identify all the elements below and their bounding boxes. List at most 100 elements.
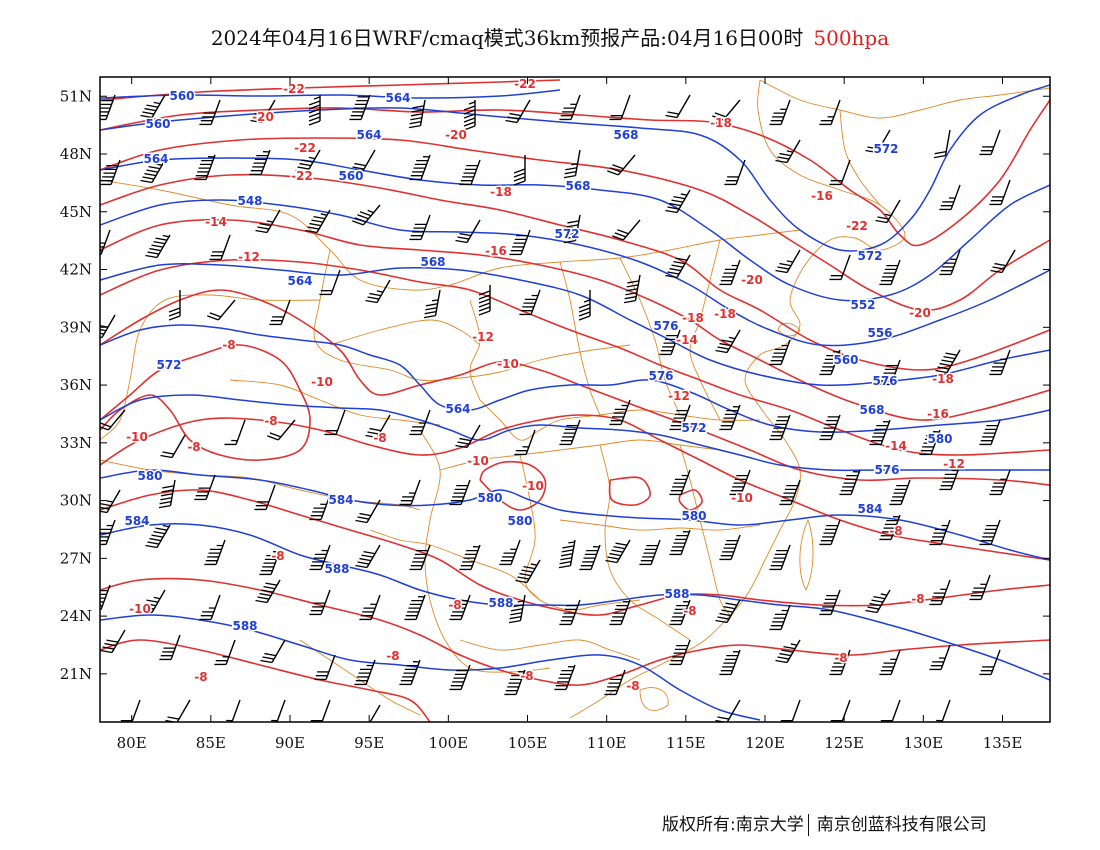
wind-barb xyxy=(559,419,581,446)
height-label: 560 xyxy=(833,353,858,367)
height-label: 580 xyxy=(681,509,706,523)
lon-tick-label: 80E xyxy=(117,734,147,752)
wind-barb xyxy=(160,434,186,459)
wind-barb xyxy=(769,99,791,126)
wind-barb xyxy=(719,534,741,561)
wind-barb xyxy=(715,329,741,354)
temperature-label: -20 xyxy=(252,110,274,124)
lon-tick-label: 110E xyxy=(587,734,627,752)
boundary-line xyxy=(619,257,681,416)
wind-barbs xyxy=(100,94,1016,722)
wind-barb xyxy=(779,479,801,506)
wind-barb xyxy=(399,659,421,686)
wind-barb xyxy=(324,409,346,436)
lon-tick-label: 120E xyxy=(745,734,785,752)
temperature-contour-labels: -22 -22-20-20-18-22-16-18-22-22-14-16-12-… xyxy=(125,77,967,695)
height-contour xyxy=(100,157,1050,302)
wind-barb xyxy=(449,664,471,691)
chart-title: 2024年04月16日WRF/cmaq模式36km预报产品:04月16日00时 5… xyxy=(0,22,1100,51)
wind-barb xyxy=(659,329,681,356)
temperature-label: -8 xyxy=(187,440,200,454)
height-label: 564 xyxy=(445,402,470,416)
lon-tick-label: 95E xyxy=(354,734,384,752)
height-label: 588 xyxy=(324,562,349,576)
temperature-label: -10 xyxy=(129,602,151,616)
height-contour xyxy=(100,394,1050,472)
footer-divider xyxy=(807,814,809,836)
wind-barb xyxy=(775,249,801,274)
boundary-line xyxy=(569,79,906,719)
wind-barb xyxy=(979,419,1001,446)
boundary-line xyxy=(100,294,321,441)
wind-barb xyxy=(929,644,951,671)
wind-barb xyxy=(409,544,431,571)
wind-barb xyxy=(214,639,236,666)
wind-barb xyxy=(504,669,526,696)
wind-barb xyxy=(990,249,1016,274)
temperature-label: -8 xyxy=(889,524,902,538)
height-label: 568 xyxy=(420,255,445,269)
wind-barb xyxy=(933,129,951,159)
wind-barb xyxy=(260,639,286,664)
boundary-line xyxy=(759,79,1050,119)
wind-barb xyxy=(559,599,581,626)
boundary-line xyxy=(469,299,481,401)
wind-barb xyxy=(100,159,121,186)
temperature-contour xyxy=(100,173,1050,371)
temperature-label: -18 xyxy=(682,311,704,325)
wind-barb xyxy=(305,209,331,234)
wind-barb xyxy=(207,299,236,321)
boundary-line xyxy=(679,444,731,616)
wind-barb xyxy=(209,234,231,261)
wind-barb xyxy=(612,219,641,241)
wind-barb xyxy=(989,469,1011,496)
wind-barb xyxy=(349,94,371,121)
wind-barb xyxy=(409,409,431,436)
wind-barb xyxy=(769,339,791,366)
wind-barb xyxy=(719,259,741,286)
temperature-label: -16 xyxy=(927,407,949,421)
wind-barb xyxy=(879,259,901,286)
wind-barb xyxy=(455,219,481,244)
temperature-label: -10 xyxy=(311,375,333,389)
temperature-contour xyxy=(100,414,1050,561)
wind-barb xyxy=(819,414,841,441)
wind-barb xyxy=(399,479,421,506)
wind-barb xyxy=(819,349,841,376)
wind-barb xyxy=(309,494,331,521)
wind-barb xyxy=(145,524,171,549)
wind-barb xyxy=(145,234,171,259)
height-contour xyxy=(100,324,1050,433)
wind-barb xyxy=(936,699,951,722)
wind-barb xyxy=(350,149,376,174)
height-label: 564 xyxy=(143,152,168,166)
wind-barb xyxy=(250,99,276,124)
boundary-line xyxy=(559,261,601,416)
wind-barb xyxy=(194,154,216,181)
wind-barb xyxy=(979,519,1001,546)
wind-barb xyxy=(404,594,426,621)
wind-barb xyxy=(354,659,376,686)
wind-barb xyxy=(140,94,166,119)
lon-tick-label: 100E xyxy=(429,734,469,752)
height-contour xyxy=(100,199,1050,347)
wind-barb xyxy=(669,529,691,556)
wind-barb xyxy=(309,589,331,616)
wind-barb xyxy=(168,290,181,321)
wind-barb xyxy=(969,574,991,601)
height-label: 580 xyxy=(477,491,502,505)
wind-barb xyxy=(100,409,126,431)
temperature-label: -18 xyxy=(490,185,512,199)
temperature-label: -22 xyxy=(291,169,313,183)
wind-barb xyxy=(830,699,851,722)
boundary-line xyxy=(369,529,541,601)
wind-barb xyxy=(199,594,221,621)
latitude-axis: 51N 48N 45N 42N 39N 36N 33N 30N 27N 24N 21N xyxy=(60,87,1050,683)
temperature-label: -8 xyxy=(448,598,461,612)
wind-barb xyxy=(829,254,851,281)
wind-barb xyxy=(295,149,321,174)
temperature-label: -16 xyxy=(811,189,833,203)
temperature-label: -10 xyxy=(126,430,148,444)
wind-barb xyxy=(519,289,541,316)
temperature-label: -10 xyxy=(497,357,519,371)
